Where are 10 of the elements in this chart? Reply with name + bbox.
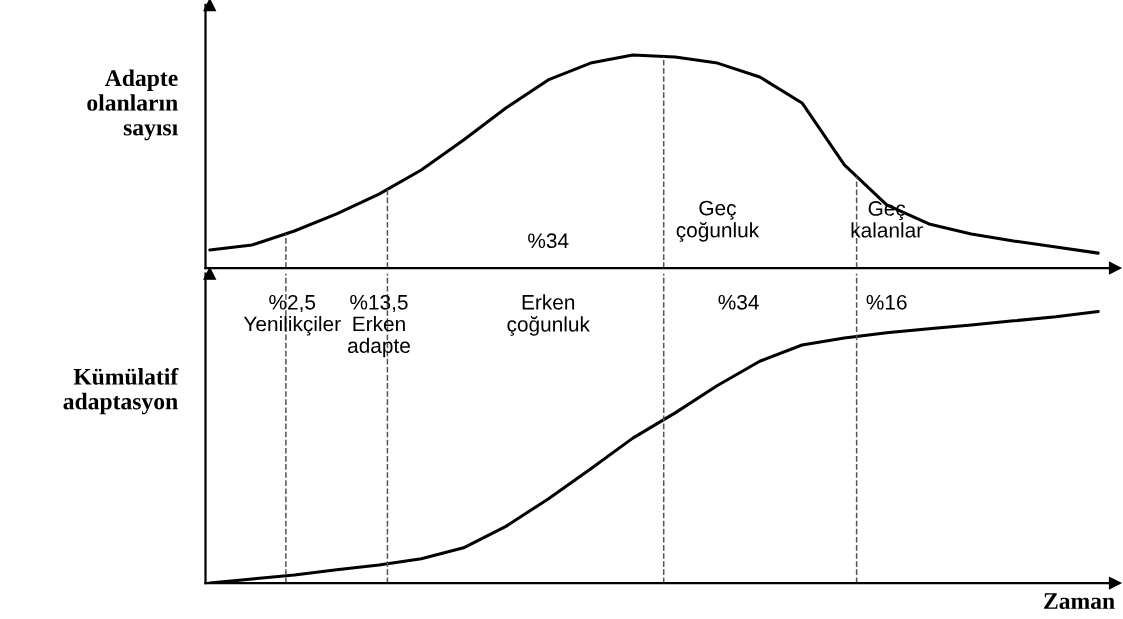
annotation: Geç çoğunluk [676,200,760,242]
x-axis-title: Zaman [1044,593,1115,609]
y-axis-title: Kümülatif adaptasyon [63,367,179,415]
text: %16 [866,294,907,310]
annotation: Erken çoğunluk [507,294,590,336]
annotation: %13,5 Erken adapte [348,294,410,358]
annotation: %34 [528,233,569,249]
text: %34 [718,294,759,310]
y-axis-title: Adapte olanların sayısı [87,69,178,141]
annotation: %2,5 Yenilikçiler [243,294,341,336]
